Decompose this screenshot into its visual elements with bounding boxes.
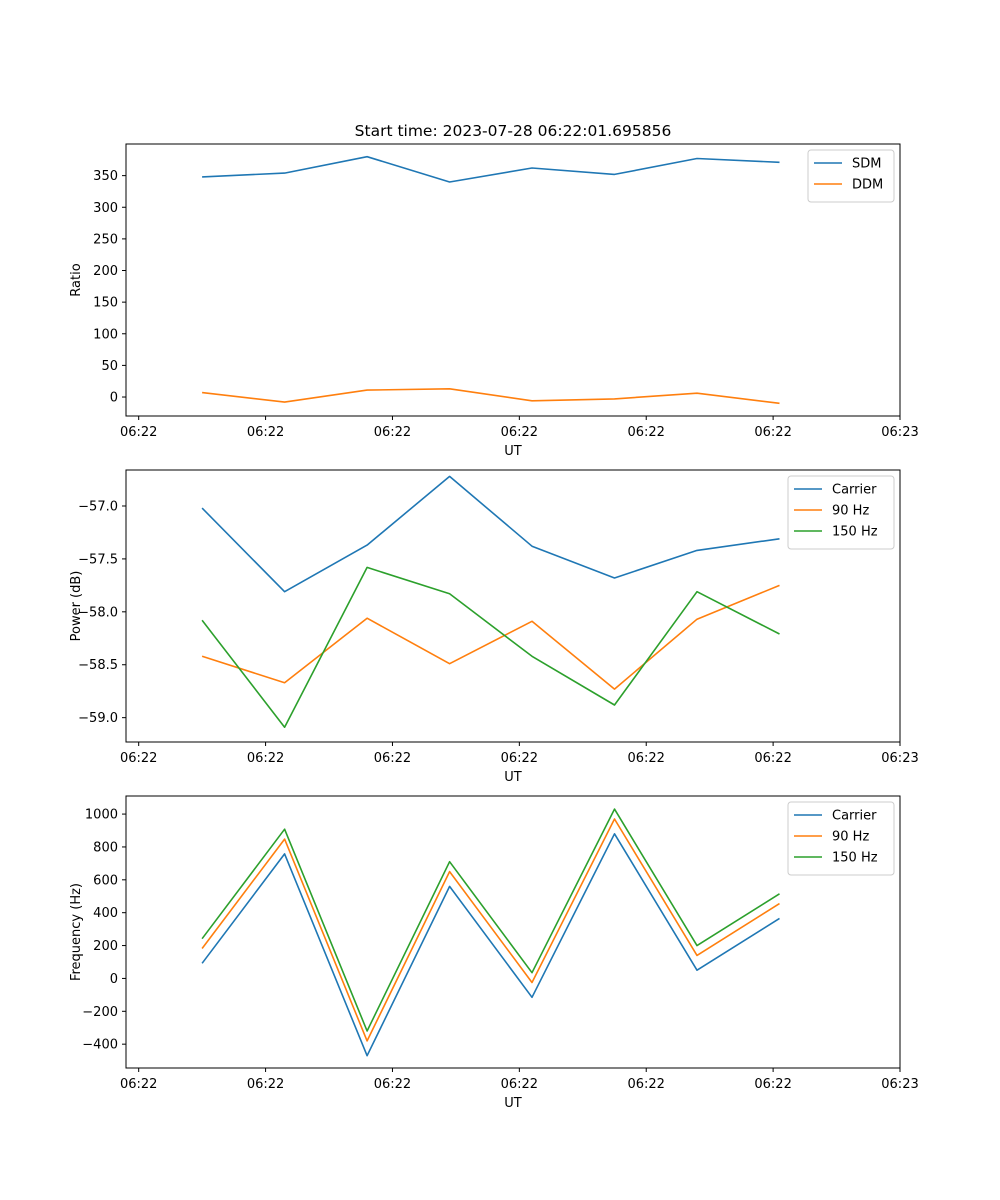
y-tick-label: 0 (110, 972, 118, 987)
y-tick-label: 600 (93, 873, 118, 888)
x-tick-label: 06:22 (374, 751, 411, 766)
x-tick-label: 06:22 (754, 1077, 791, 1092)
legend-label: Carrier (832, 809, 877, 824)
y-tick-label: 100 (93, 327, 118, 342)
x-tick-label: 06:22 (120, 1077, 157, 1092)
y-tick-label: 50 (101, 359, 118, 374)
legend-label: DDM (852, 178, 883, 193)
x-tick-label: 06:22 (247, 751, 284, 766)
x-tick-label: 06:23 (881, 751, 918, 766)
legend-label: 150 Hz (832, 851, 878, 866)
y-axis-label: Ratio (69, 263, 84, 296)
x-tick-label: 06:22 (247, 1077, 284, 1092)
y-tick-label: −58.5 (78, 658, 118, 673)
series-line-carrier (201, 475, 780, 593)
y-tick-label: 150 (93, 296, 118, 311)
y-tick-label: 0 (110, 391, 118, 406)
legend: SDM DDM (807, 149, 895, 203)
y-tick-label: −57.5 (78, 552, 118, 567)
x-tick-label: 06:22 (374, 425, 411, 440)
series-line-150-hz (201, 566, 780, 729)
x-tick-label: 06:22 (627, 751, 664, 766)
legend-label: 150 Hz (832, 525, 878, 540)
x-axis-label: UT (504, 1096, 522, 1111)
x-axis-label: UT (504, 444, 522, 459)
y-tick-label: 1000 (85, 808, 118, 823)
x-tick-label: 06:22 (501, 751, 538, 766)
series-line-ddm (202, 387, 780, 405)
legend: Carrier 90 Hz 150 Hz (787, 801, 895, 876)
legend: Carrier 90 Hz 150 Hz (787, 475, 895, 550)
series-line-carrier (201, 832, 780, 1057)
x-tick-label: 06:22 (627, 1077, 664, 1092)
x-tick-label: 06:22 (754, 751, 791, 766)
y-tick-label: 250 (93, 232, 118, 247)
x-tick-label: 06:22 (120, 751, 157, 766)
x-tick-label: 06:22 (247, 425, 284, 440)
y-tick-label: 400 (93, 906, 118, 921)
legend-label: 90 Hz (832, 504, 869, 519)
x-tick-label: 06:22 (501, 1077, 538, 1092)
x-axis-label: UT (504, 770, 522, 785)
subplot-1: 06:22 06:22 06:22 06:22 06:22 06:22 06:23 0 50 10… (69, 143, 919, 459)
y-tick-label: 350 (93, 169, 118, 184)
legend-label: Carrier (832, 483, 877, 498)
axes-frame (125, 795, 901, 1069)
x-tick-label: 06:22 (120, 425, 157, 440)
y-tick-label: −59.0 (78, 711, 118, 726)
x-tick-label: 06:23 (881, 425, 918, 440)
y-tick-label: 200 (93, 939, 118, 954)
y-tick-label: 300 (93, 201, 118, 216)
x-tick-label: 06:22 (627, 425, 664, 440)
subplot-2: 06:22 06:22 06:22 06:22 06:22 06:22 06:23 −59.0… (69, 469, 919, 785)
y-tick-label: −200 (82, 1005, 118, 1020)
legend-label: SDM (852, 157, 881, 172)
legend-label: 90 Hz (832, 830, 869, 845)
x-tick-label: 06:22 (501, 425, 538, 440)
y-tick-label: −400 (82, 1038, 118, 1053)
series-line-90-hz (201, 584, 780, 690)
subplot-3: 06:22 06:22 06:22 06:22 06:22 06:22 06:23 −400 −… (69, 795, 919, 1111)
series-line-sdm (202, 155, 780, 183)
x-tick-label: 06:23 (881, 1077, 918, 1092)
y-axis-label: Frequency (Hz) (69, 883, 84, 981)
axes-frame (125, 469, 901, 743)
series-line-90-hz (201, 818, 780, 1042)
x-tick-label: 06:22 (374, 1077, 411, 1092)
y-tick-label: 800 (93, 840, 118, 855)
figure-title: Start time: 2023-07-28 06:22:01.695856 (355, 122, 672, 140)
series-line-150-hz (201, 808, 780, 1032)
y-axis-label: Power (dB) (69, 571, 84, 642)
y-tick-label: −57.0 (78, 499, 118, 514)
axes-frame (125, 143, 901, 417)
x-tick-label: 06:22 (754, 425, 791, 440)
y-tick-label: −58.0 (78, 605, 118, 620)
y-tick-label: 200 (93, 264, 118, 279)
